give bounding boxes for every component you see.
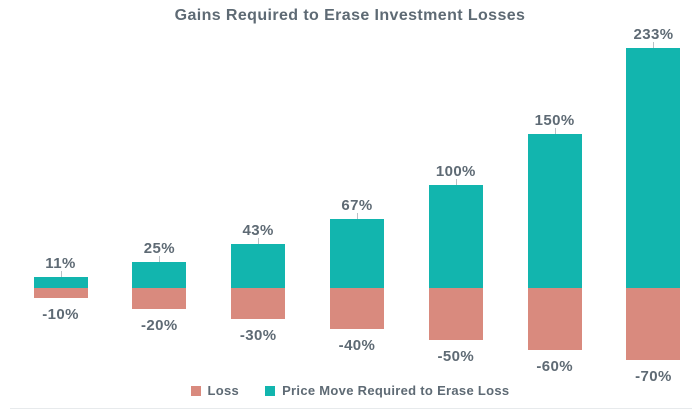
gain-label: 67% (341, 196, 373, 214)
gain-label: 233% (633, 26, 674, 43)
gain-bar-segment (132, 262, 187, 288)
bar-group: 11% -10% (33, 0, 88, 411)
gain-label: 100% (435, 163, 476, 180)
gain-label: 150% (534, 111, 575, 129)
bar-group: 100% -50% (428, 0, 483, 411)
loss-bar-segment (132, 288, 187, 309)
leader-tick (455, 179, 457, 185)
loss-bar-segment (626, 288, 681, 361)
legend-item-loss: Loss (190, 383, 240, 398)
loss-label: -10% (42, 306, 79, 324)
chart-title: Gains Required to Erase Investment Losse… (174, 7, 526, 24)
gain-bar-segment (527, 133, 582, 288)
leader-tick (554, 127, 556, 134)
leader-tick (356, 212, 358, 219)
legend-label: Price Move Required to Erase Loss (282, 383, 510, 398)
gain-label: 43% (242, 221, 274, 239)
leader-tick (60, 270, 62, 277)
leader-tick (653, 42, 655, 48)
loss-bar-segment (329, 288, 384, 330)
leader-tick (258, 237, 260, 244)
bar-group: 233% -70% (626, 0, 681, 411)
loss-label: -30% (239, 326, 277, 344)
legend-label: Loss (207, 383, 240, 398)
bar-group: 150% -60% (527, 0, 582, 411)
gain-bar-segment (428, 185, 483, 288)
loss-bar-segment (428, 288, 483, 340)
gain-label: 11% (45, 254, 76, 272)
loss-bar-segment (33, 288, 88, 299)
leader-tick (159, 256, 161, 263)
gain-bar-segment (329, 218, 384, 288)
gain-bar-segment (231, 243, 286, 288)
bar-group: 43% -30% (231, 0, 286, 411)
loss-label: -40% (338, 337, 376, 355)
bar-group: 67% -40% (329, 0, 384, 411)
loss-bar-segment (231, 288, 286, 319)
loss-label: -20% (141, 316, 178, 334)
gain-bar-segment (33, 276, 88, 288)
bar-group: 25% -20% (132, 0, 187, 411)
loss-label: -70% (635, 368, 672, 386)
legend-swatch (265, 385, 276, 396)
gain-bar-segment (626, 48, 681, 288)
legend-item-gain: Price Move Required to Erase Loss (265, 383, 509, 398)
legend: Loss Price Move Required to Erase Loss (0, 383, 700, 398)
loss-bar-segment (527, 288, 582, 350)
bottom-divider (10, 408, 692, 409)
legend-swatch (190, 385, 201, 396)
loss-label: -60% (536, 357, 573, 375)
gain-label: 25% (143, 240, 175, 258)
loss-label: -50% (437, 347, 475, 365)
